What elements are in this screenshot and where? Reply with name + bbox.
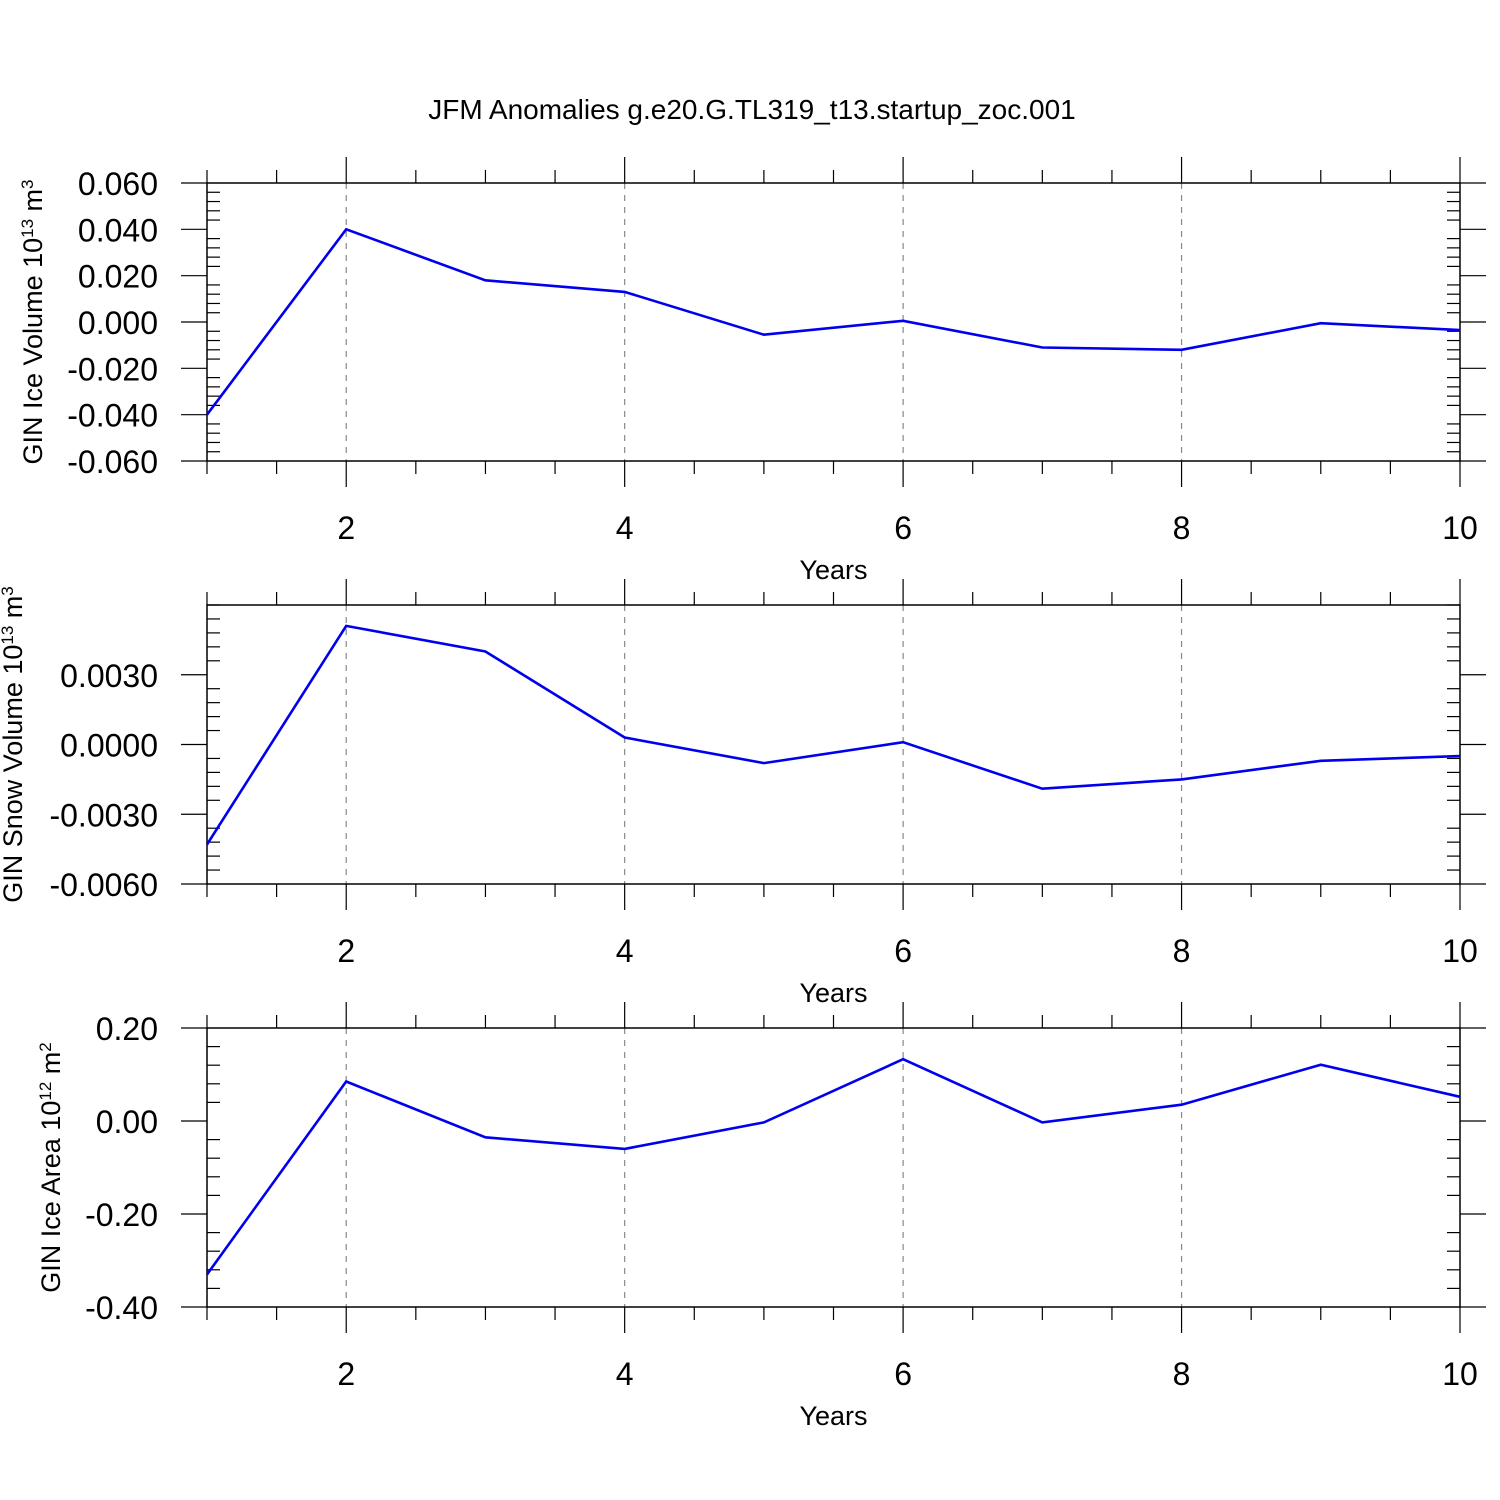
data-point xyxy=(901,740,905,744)
y-tick-label: -0.0030 xyxy=(49,797,158,833)
data-point xyxy=(762,761,766,765)
series-line xyxy=(205,624,1461,846)
data-point xyxy=(1319,759,1323,763)
x-tick-label: 10 xyxy=(1442,1356,1478,1392)
plot-frame xyxy=(206,604,1461,885)
x-axis-title: Years xyxy=(799,978,867,1008)
x-tick-label: 2 xyxy=(337,1356,355,1392)
data-point xyxy=(344,227,348,231)
data-point xyxy=(1319,321,1323,325)
data-point xyxy=(1458,1095,1462,1099)
y-axis-title: GIN Ice Area 1012 m2 xyxy=(36,1042,67,1293)
data-point xyxy=(1458,754,1462,758)
data-point xyxy=(623,736,627,740)
data-point xyxy=(623,290,627,294)
data-point xyxy=(205,413,209,417)
x-tick-label: 6 xyxy=(894,1356,912,1392)
data-point xyxy=(483,650,487,654)
data-point xyxy=(1180,777,1184,781)
data-point xyxy=(762,333,766,337)
y-tick-label: -0.060 xyxy=(67,444,158,480)
y-tick-label: -0.0060 xyxy=(49,867,158,903)
data-point xyxy=(1180,348,1184,352)
y-tick-label: 0.00 xyxy=(96,1104,158,1140)
series-line xyxy=(205,227,1461,416)
data-point xyxy=(1040,787,1044,791)
data-point xyxy=(762,1120,766,1124)
data-point xyxy=(1458,328,1462,332)
x-tick-label: 8 xyxy=(1173,933,1191,969)
data-point xyxy=(1040,345,1044,349)
x-axis-title: Years xyxy=(799,555,867,585)
data-point xyxy=(205,1272,209,1276)
panels: 2 4 6 8 10 -0.060 -0.040 -0.020 0.000 0.020 0.040 0… xyxy=(0,157,1486,1431)
data-point xyxy=(623,1147,627,1151)
x-tick-label: 6 xyxy=(894,933,912,969)
chart-title: JFM Anomalies g.e20.G.TL319_t13.startup_… xyxy=(428,94,1076,125)
y-tick-label: -0.40 xyxy=(85,1290,158,1326)
data-point xyxy=(483,278,487,282)
x-axis-title: Years xyxy=(799,1401,867,1431)
y-tick-label: 0.060 xyxy=(78,166,158,202)
y-axis-title: GIN Ice Volume 1013 m3 xyxy=(18,179,49,464)
data-point xyxy=(1180,1103,1184,1107)
x-tick-label: 8 xyxy=(1173,510,1191,546)
data-point xyxy=(1040,1120,1044,1124)
data-point xyxy=(344,624,348,628)
y-tick-label: 0.20 xyxy=(96,1011,158,1047)
y-tick-label: -0.20 xyxy=(85,1197,158,1233)
data-point xyxy=(901,319,905,323)
y-tick-label: -0.040 xyxy=(67,398,158,434)
y-tick-label: 0.0000 xyxy=(60,728,158,764)
x-tick-label: 2 xyxy=(337,510,355,546)
y-tick-label: 0.0030 xyxy=(60,658,158,694)
data-point xyxy=(205,842,209,846)
x-tick-label: 10 xyxy=(1442,510,1478,546)
plot-frame xyxy=(206,182,1461,462)
x-tick-label: 4 xyxy=(616,1356,634,1392)
y-tick-label: 0.040 xyxy=(78,212,158,248)
y-tick-label: 0.020 xyxy=(78,259,158,295)
data-point xyxy=(483,1135,487,1139)
y-axis-title: GIN Snow Volume 1013 m3 xyxy=(0,586,28,903)
y-tick-label: 0.000 xyxy=(78,305,158,341)
x-tick-label: 2 xyxy=(337,933,355,969)
x-tick-label: 10 xyxy=(1442,933,1478,969)
panel-2: 2 4 6 8 10 -0.0060 -0.0030 0.0000 0.0030 Years GIN… xyxy=(0,579,1486,1008)
data-point xyxy=(901,1057,905,1061)
x-tick-label: 6 xyxy=(894,510,912,546)
y-tick-label: -0.020 xyxy=(67,351,158,387)
panel-1: 2 4 6 8 10 -0.060 -0.040 -0.020 0.000 0.020 0.040 0… xyxy=(18,157,1486,585)
data-point xyxy=(1319,1063,1323,1067)
plot-frame xyxy=(206,1027,1461,1308)
panel-3: 2 4 6 8 10 -0.40 -0.20 0.00 0.20 Years GIN Ice Are… xyxy=(36,1002,1486,1431)
series-line xyxy=(205,1057,1461,1276)
x-tick-label: 4 xyxy=(616,933,634,969)
x-tick-label: 4 xyxy=(616,510,634,546)
x-tick-label: 8 xyxy=(1173,1356,1191,1392)
data-point xyxy=(344,1079,348,1083)
